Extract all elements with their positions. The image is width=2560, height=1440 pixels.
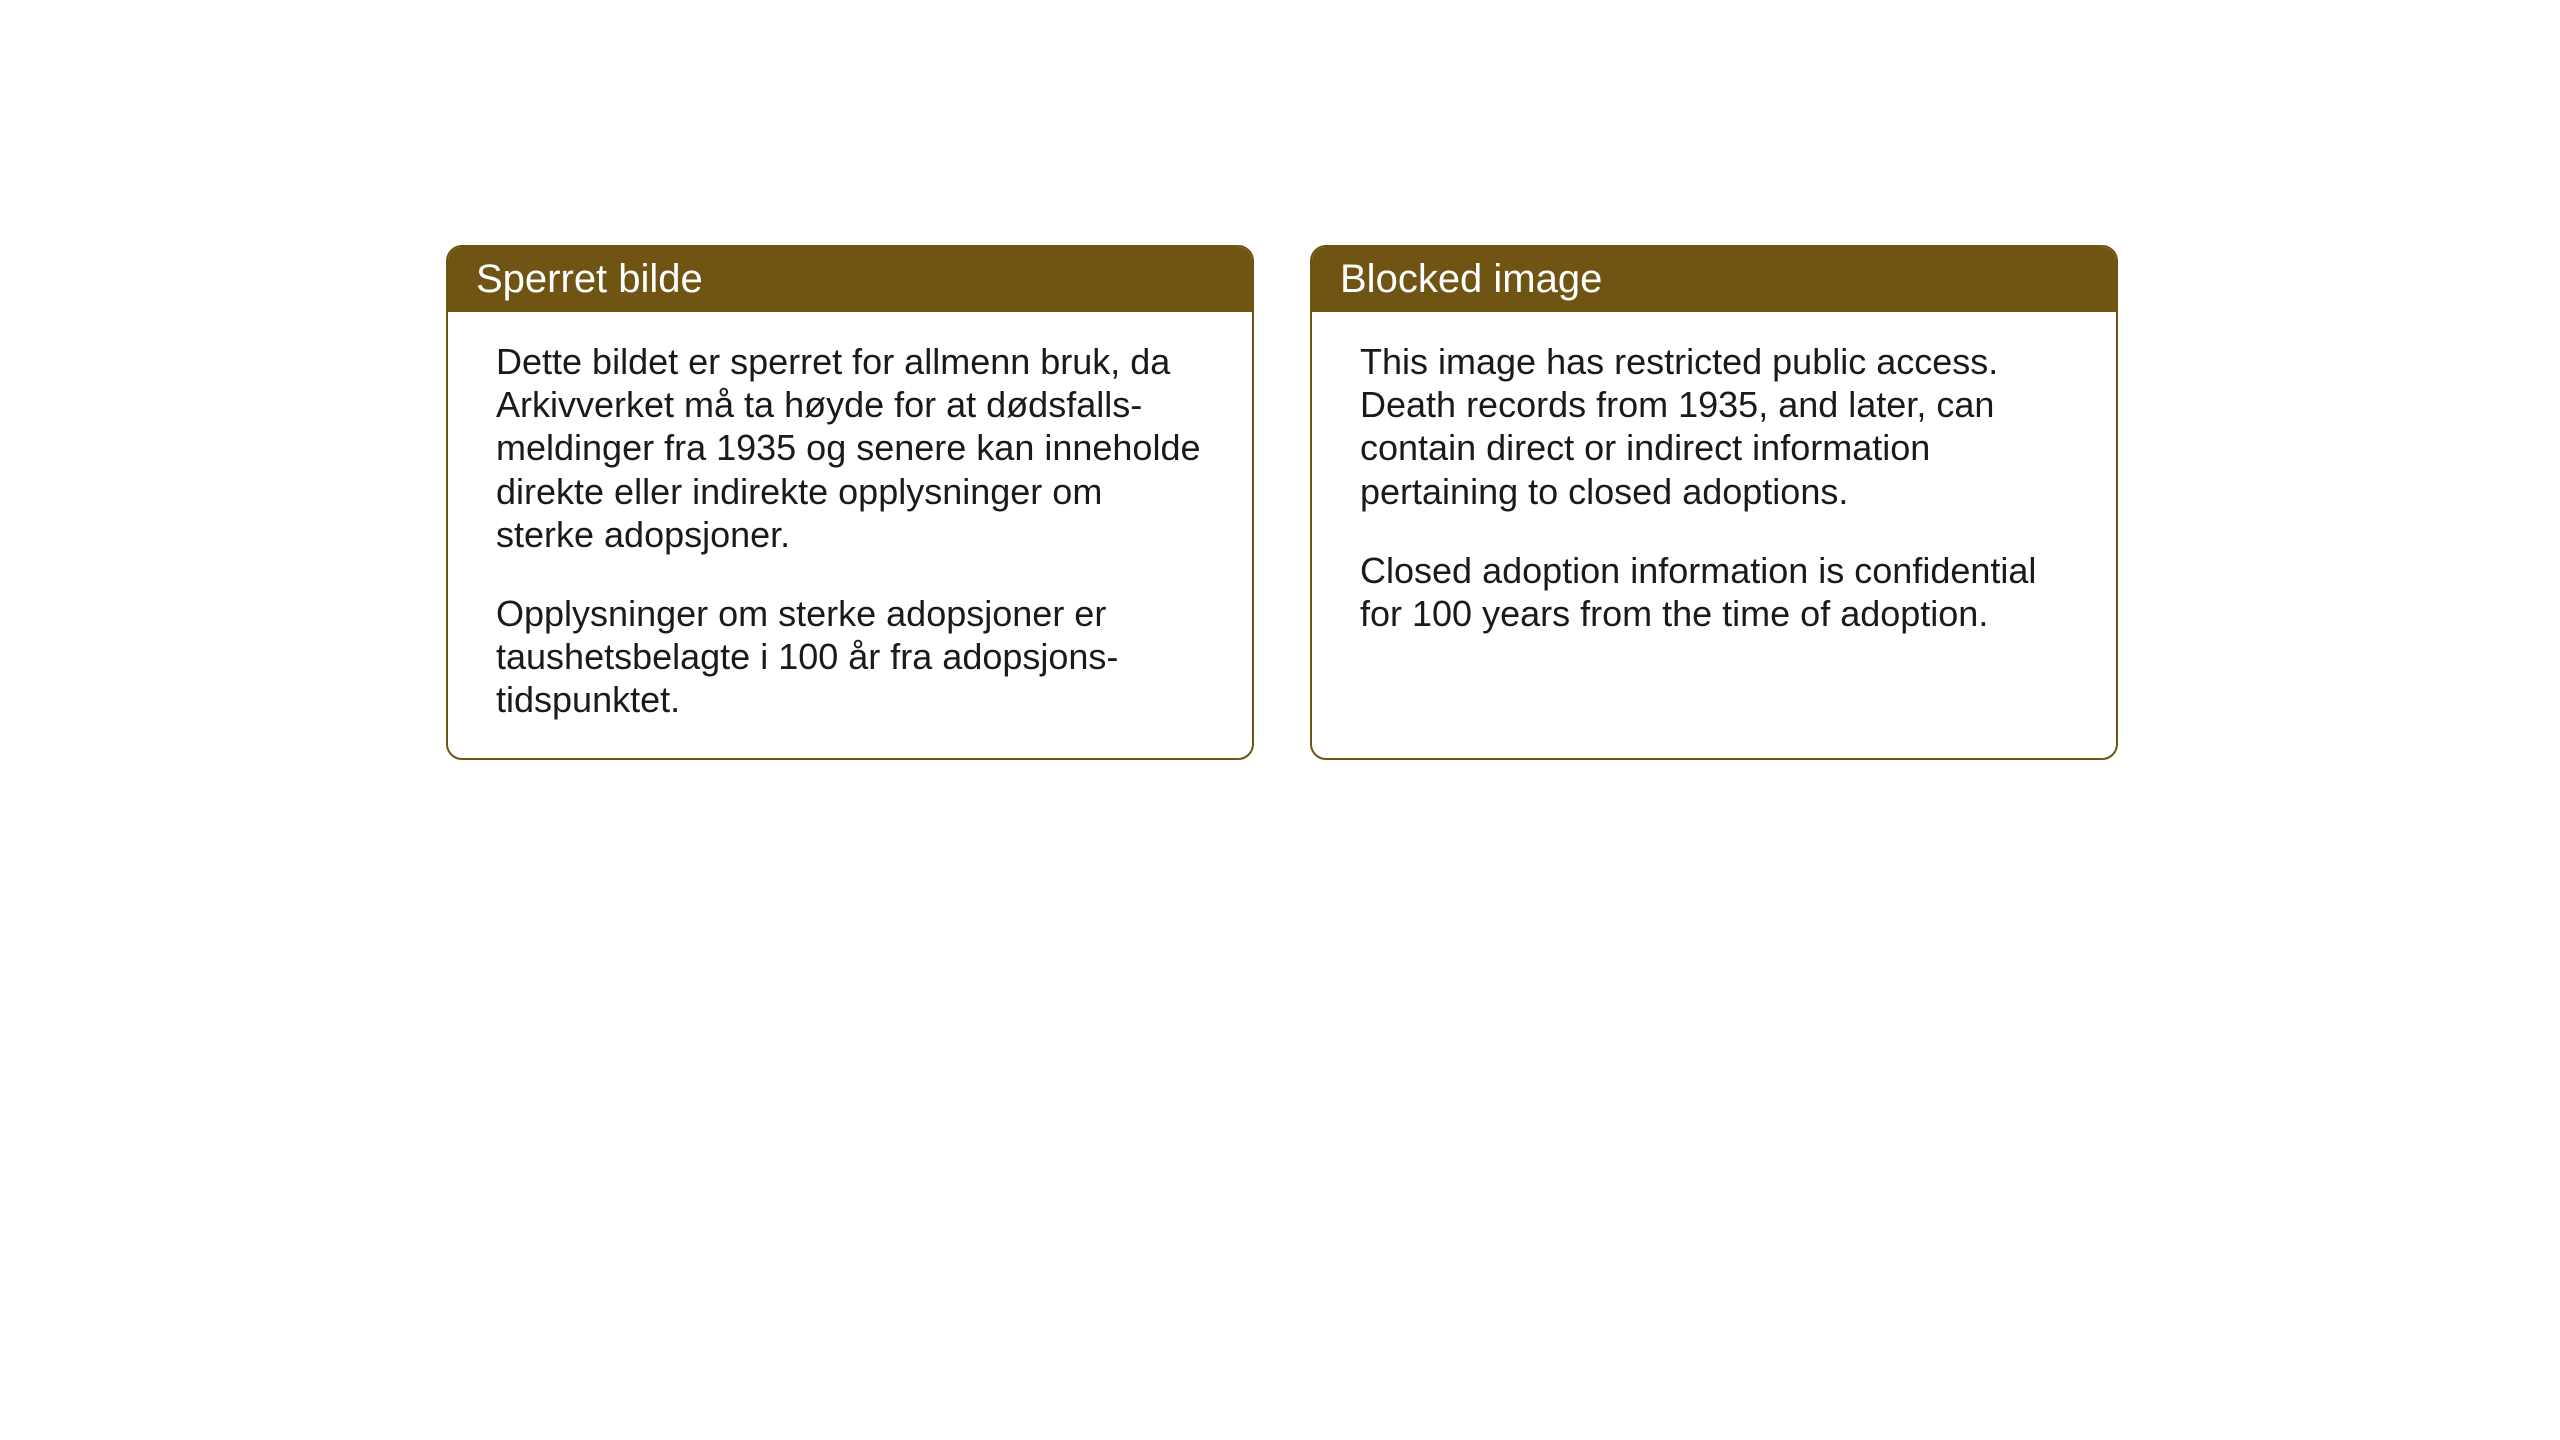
paragraph-2: Closed adoption information is confident… (1360, 549, 2068, 635)
notice-container: Sperret bilde Dette bildet er sperret fo… (446, 245, 2118, 760)
paragraph-1: This image has restricted public access.… (1360, 340, 2068, 513)
card-body-english: This image has restricted public access.… (1312, 312, 2116, 671)
card-title: Sperret bilde (476, 257, 703, 301)
card-header-norwegian: Sperret bilde (448, 247, 1252, 312)
notice-card-norwegian: Sperret bilde Dette bildet er sperret fo… (446, 245, 1254, 760)
card-header-english: Blocked image (1312, 247, 2116, 312)
card-title: Blocked image (1340, 257, 1602, 301)
paragraph-2: Opplysninger om sterke adopsjoner er tau… (496, 592, 1204, 722)
card-body-norwegian: Dette bildet er sperret for allmenn bruk… (448, 312, 1252, 758)
paragraph-1: Dette bildet er sperret for allmenn bruk… (496, 340, 1204, 556)
notice-card-english: Blocked image This image has restricted … (1310, 245, 2118, 760)
